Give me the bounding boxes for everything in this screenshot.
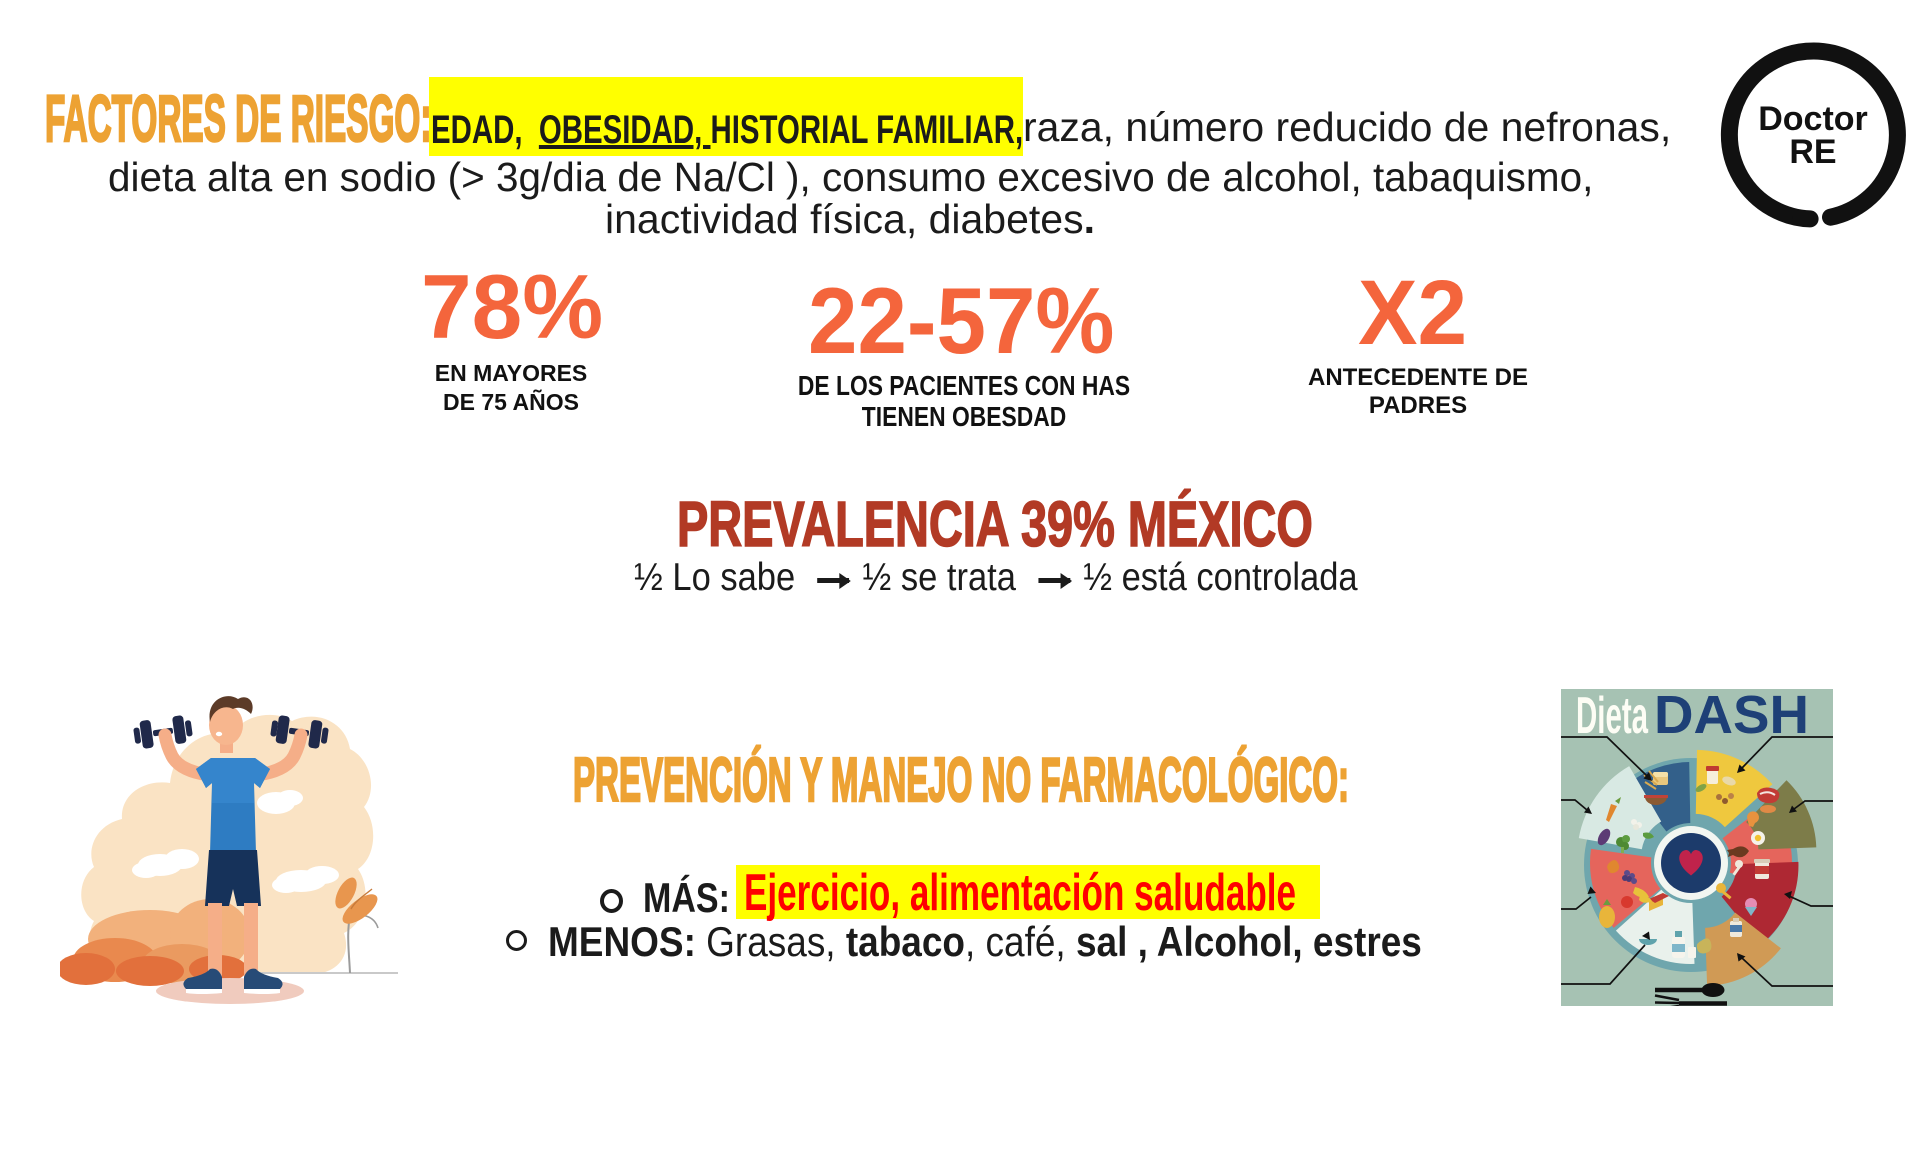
svg-text:Dieta: Dieta bbox=[1576, 689, 1649, 745]
svg-text:Doctor: Doctor bbox=[1758, 100, 1868, 138]
svg-text:DASH: DASH bbox=[1654, 689, 1809, 745]
svg-text:RE: RE bbox=[1789, 133, 1836, 171]
